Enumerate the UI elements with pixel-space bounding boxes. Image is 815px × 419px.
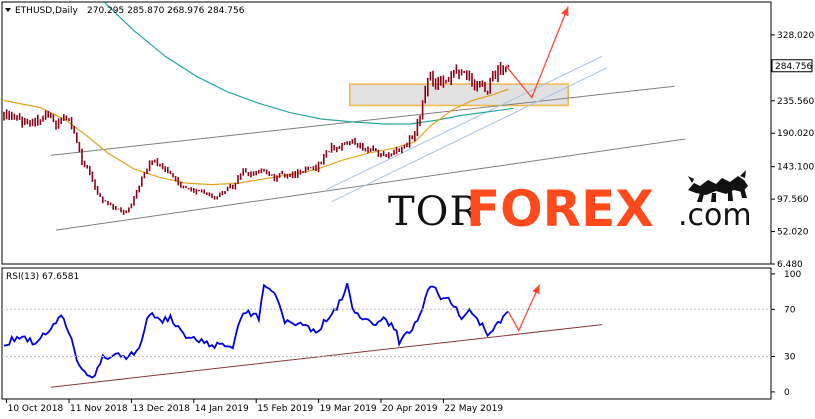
watermark: TOR FOREX .com <box>388 170 752 238</box>
price-pane[interactable] <box>1 1 772 265</box>
date-tick-label: 22 May 2019 <box>444 404 503 414</box>
current-price-label: 284.756 <box>775 62 812 72</box>
rsi-tick-label: 0 <box>784 388 790 398</box>
date-tick-label: 19 Mar 2019 <box>320 404 377 414</box>
date-tick-label: 11 Nov 2018 <box>70 404 128 414</box>
watermark-dotcom: .com <box>678 198 752 233</box>
price-tick-label: 52.020 <box>777 228 809 238</box>
rsi-trendline <box>50 324 603 388</box>
date-tick-label: 10 Oct 2018 <box>8 404 64 414</box>
price-tick-label: 235.560 <box>777 97 814 107</box>
date-tick-label: 15 Feb 2019 <box>257 404 313 414</box>
rsi-tick-label: 30 <box>784 353 796 363</box>
channel-line <box>331 67 608 203</box>
price-forecast-arrow-head <box>561 6 569 17</box>
date-tick-label: 20 Apr 2019 <box>382 404 438 414</box>
current-price-tag <box>771 59 813 73</box>
axis-layer: 328.020 235.560 190.020 143.100 97.560 52.020… <box>6 31 814 414</box>
symbol-label: ETHUSD,Daily <box>15 6 78 16</box>
rsi-forecast-arrow <box>507 284 541 332</box>
price-forecast-arrow-path <box>505 6 569 99</box>
price-tick-label: 6.480 <box>777 260 803 270</box>
price-tick-label: 97.560 <box>777 195 809 205</box>
ohlc-values: 270.295 285.870 268.976 284.756 <box>87 6 245 16</box>
rsi-forecast-arrow-head <box>532 284 540 295</box>
watermark-tor: TOR <box>388 189 481 235</box>
date-tick-label: 14 Jan 2019 <box>195 404 249 414</box>
ma-long-line <box>103 2 514 125</box>
watermark-forex: FOREX <box>466 180 654 238</box>
rsi-label: RSI(13) 67.6581 <box>6 272 79 282</box>
rsi-pane[interactable] <box>1 267 772 400</box>
rsi-layer <box>2 282 771 388</box>
dropdown-triangle-icon[interactable] <box>5 8 11 12</box>
rsi-tick-label: 100 <box>784 270 801 280</box>
resistance-zone <box>349 83 569 107</box>
channel-line <box>55 138 686 231</box>
price-tick-label: 143.100 <box>777 163 814 173</box>
rsi-tick-label: 70 <box>784 305 796 315</box>
channel-line <box>326 55 603 190</box>
channel-line <box>50 85 675 156</box>
price-layer <box>3 2 686 231</box>
rsi-forecast-arrow-path <box>507 284 541 332</box>
price-forecast-arrow <box>505 6 569 99</box>
bull-bear-icon <box>688 170 748 202</box>
rsi-line <box>3 282 509 379</box>
date-tick-label: 13 Dec 2018 <box>132 404 190 414</box>
chart-header: ETHUSD,Daily 270.295 285.870 268.976 284… <box>5 6 245 282</box>
price-tick-label: 328.020 <box>777 31 814 41</box>
price-tick-label: 190.020 <box>777 129 814 139</box>
